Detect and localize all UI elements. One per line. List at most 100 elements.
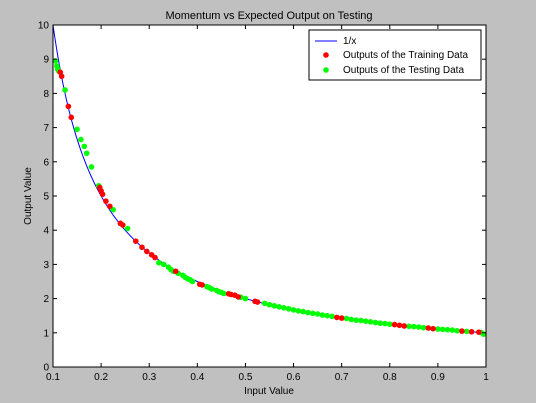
y-tick-label: 9 xyxy=(43,55,49,66)
training-point xyxy=(58,73,65,80)
testing-point xyxy=(406,323,412,330)
testing-point xyxy=(271,302,278,309)
testing-point xyxy=(353,317,359,323)
plot-background xyxy=(53,25,486,367)
x-tick-label: 0.9 xyxy=(431,372,445,383)
testing-point xyxy=(220,290,227,297)
testing-point xyxy=(266,301,273,308)
training-point xyxy=(103,198,109,204)
testing-point xyxy=(83,150,90,157)
testing-point xyxy=(449,327,456,333)
y-tick-label: 3 xyxy=(43,260,49,271)
y-tick-label: 7 xyxy=(43,123,49,134)
testing-point xyxy=(189,278,196,285)
testing-point xyxy=(276,304,282,310)
training-point xyxy=(172,268,179,275)
training-point xyxy=(430,325,436,332)
legend-box xyxy=(308,29,482,81)
training-point xyxy=(338,315,345,321)
testing-point xyxy=(420,324,427,331)
x-axis-label: Input Value xyxy=(244,386,294,397)
testing-point xyxy=(435,326,441,332)
testing-point xyxy=(439,326,446,333)
y-tick-label: 1 xyxy=(43,328,49,339)
x-axis: 0.1 0.2 0.3 0.4 0.5 0.6 0.7 0.8 0.9 1 xyxy=(46,25,489,383)
training-point xyxy=(68,114,75,121)
training-point xyxy=(65,103,72,110)
x-tick-label: 1 xyxy=(483,372,489,383)
y-tick-label: 10 xyxy=(38,21,50,32)
testing-point xyxy=(78,136,84,143)
training-point xyxy=(152,254,158,261)
training-point xyxy=(391,321,398,328)
testing-point xyxy=(310,310,316,317)
y-tick-label: 4 xyxy=(43,226,49,237)
legend-entry-testing: Outputs of the Testing Data xyxy=(343,65,464,76)
training-point xyxy=(254,299,261,305)
chart-title: Momentum vs Expected Output on Testing xyxy=(165,10,372,22)
y-tick-label: 6 xyxy=(43,157,49,168)
testing-point xyxy=(362,318,369,324)
testing-point xyxy=(74,126,80,133)
testing-point xyxy=(444,326,451,333)
training-point xyxy=(144,248,150,255)
legend-swatch-testing xyxy=(323,67,329,73)
testing-point xyxy=(305,309,311,316)
training-point xyxy=(459,328,465,334)
x-tick-label: 0.5 xyxy=(238,372,252,383)
testing-point xyxy=(110,206,116,213)
y-tick-label: 0 xyxy=(43,363,49,374)
testing-point xyxy=(386,321,393,328)
testing-point xyxy=(242,295,249,302)
y-axis-label: Output Value xyxy=(23,167,34,225)
testing-point xyxy=(415,324,422,330)
training-point xyxy=(235,294,242,300)
testing-point xyxy=(295,308,302,314)
training-point xyxy=(468,328,475,335)
x-tick-label: 0.1 xyxy=(46,372,60,383)
training-point xyxy=(334,314,340,321)
training-point xyxy=(106,203,113,210)
testing-point xyxy=(160,261,167,268)
testing-point xyxy=(377,320,383,327)
testing-point xyxy=(124,225,131,232)
testing-point xyxy=(285,306,292,312)
testing-point xyxy=(367,319,374,325)
y-tick-label: 2 xyxy=(43,294,49,305)
testing-point xyxy=(281,305,287,311)
training-point xyxy=(99,191,106,198)
testing-point xyxy=(88,164,95,170)
training-point xyxy=(119,222,126,228)
testing-point xyxy=(62,87,68,93)
legend-swatch-training xyxy=(323,52,329,58)
training-point xyxy=(425,325,432,331)
testing-point xyxy=(343,315,350,322)
testing-point xyxy=(329,313,335,320)
x-tick-label: 0.2 xyxy=(94,372,108,383)
x-tick-label: 0.7 xyxy=(335,372,349,383)
legend-entry-training: Outputs of the Training Data xyxy=(343,50,469,61)
testing-point xyxy=(314,311,321,317)
testing-point xyxy=(156,259,162,266)
x-tick-label: 0.4 xyxy=(190,372,204,383)
testing-point xyxy=(463,328,470,335)
testing-point xyxy=(358,317,364,324)
training-point xyxy=(132,238,139,244)
training-point xyxy=(475,329,482,335)
training-point xyxy=(139,244,145,251)
training-point xyxy=(199,282,205,288)
x-tick-label: 0.3 xyxy=(142,372,156,383)
testing-point xyxy=(261,300,268,307)
testing-point xyxy=(411,323,417,330)
x-tick-label: 0.6 xyxy=(287,372,301,383)
y-axis: 0 1 2 3 4 5 6 7 8 9 10 xyxy=(38,21,486,374)
testing-point xyxy=(290,307,297,313)
testing-point xyxy=(300,308,306,315)
legend: 1/x Outputs of the Training Data Outputs… xyxy=(308,29,482,81)
legend-entry-curve: 1/x xyxy=(343,36,356,47)
testing-point xyxy=(319,312,326,318)
testing-point xyxy=(372,319,379,326)
x-tick-label: 0.8 xyxy=(383,372,397,383)
y-tick-label: 5 xyxy=(43,192,49,203)
